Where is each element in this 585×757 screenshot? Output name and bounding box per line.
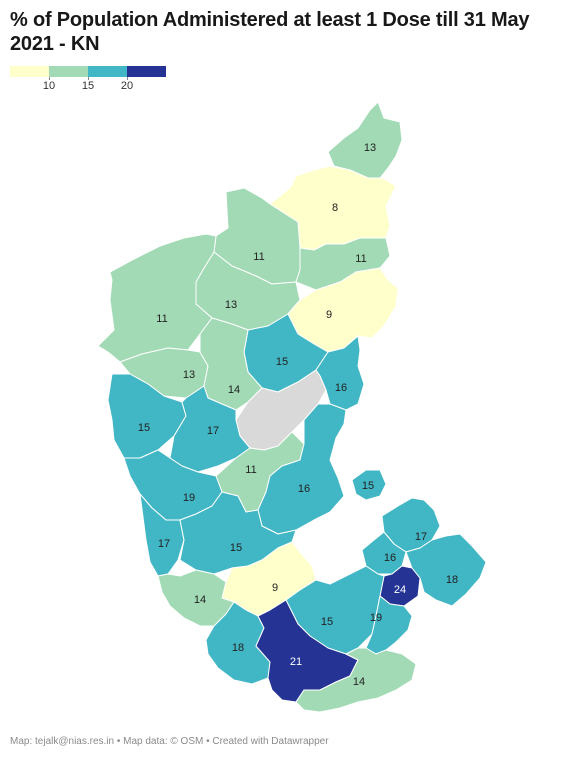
- district-region: [405, 533, 487, 607]
- district-value-label: 14: [353, 676, 365, 688]
- district-value-label: 19: [370, 612, 382, 624]
- district-value-label: 16: [384, 552, 396, 564]
- legend-swatch-1: [10, 66, 49, 77]
- district-value-label: 13: [225, 299, 237, 311]
- district-region: [327, 101, 403, 179]
- district-region: [351, 469, 387, 501]
- district-value-label: 24: [394, 584, 406, 596]
- district-region: [295, 237, 391, 291]
- district-value-label: 11: [245, 464, 256, 476]
- legend-tick: 10: [42, 80, 56, 92]
- district-value-label: 8: [332, 202, 338, 214]
- district-value-label: 17: [207, 425, 219, 437]
- district-value-label: 9: [272, 582, 278, 594]
- legend-tick: 20: [120, 80, 134, 92]
- district-value-label: 13: [183, 369, 195, 381]
- district-value-label: 18: [232, 642, 244, 654]
- district-value-label: 15: [321, 616, 333, 628]
- district-value-label: 17: [158, 538, 170, 550]
- district-value-label: 9: [326, 309, 332, 321]
- district-value-label: 17: [415, 531, 427, 543]
- legend-swatch-3: [88, 66, 127, 77]
- district-region: [139, 493, 185, 577]
- district-value-label: 19: [183, 492, 195, 504]
- district-value-label: 15: [362, 480, 374, 492]
- district-value-label: 21: [290, 656, 302, 668]
- district-region: [257, 403, 347, 535]
- district-region: [295, 647, 417, 713]
- district-value-label: 16: [335, 382, 347, 394]
- district-region: [107, 373, 187, 459]
- district-value-label: 11: [253, 251, 264, 263]
- district-value-label: 11: [156, 313, 167, 325]
- district-value-label: 15: [276, 356, 288, 368]
- district-value-label: 11: [355, 253, 366, 265]
- map-credits: Map: tejalk@nias.res.in • Map data: © OS…: [10, 736, 329, 747]
- legend-swatch-4: [127, 66, 166, 77]
- district-value-label: 15: [138, 422, 150, 434]
- legend-tick: 15: [81, 80, 95, 92]
- district-value-label: 14: [194, 594, 206, 606]
- legend-swatch-2: [49, 66, 88, 77]
- color-legend: 10 15 20: [10, 66, 170, 96]
- district-value-label: 13: [364, 142, 376, 154]
- district-value-label: 15: [230, 542, 242, 554]
- district-value-label: 14: [228, 384, 240, 396]
- district-value-label: 18: [446, 574, 458, 586]
- district-value-label: 16: [298, 483, 310, 495]
- map-title: % of Population Administered at least 1 …: [10, 9, 530, 55]
